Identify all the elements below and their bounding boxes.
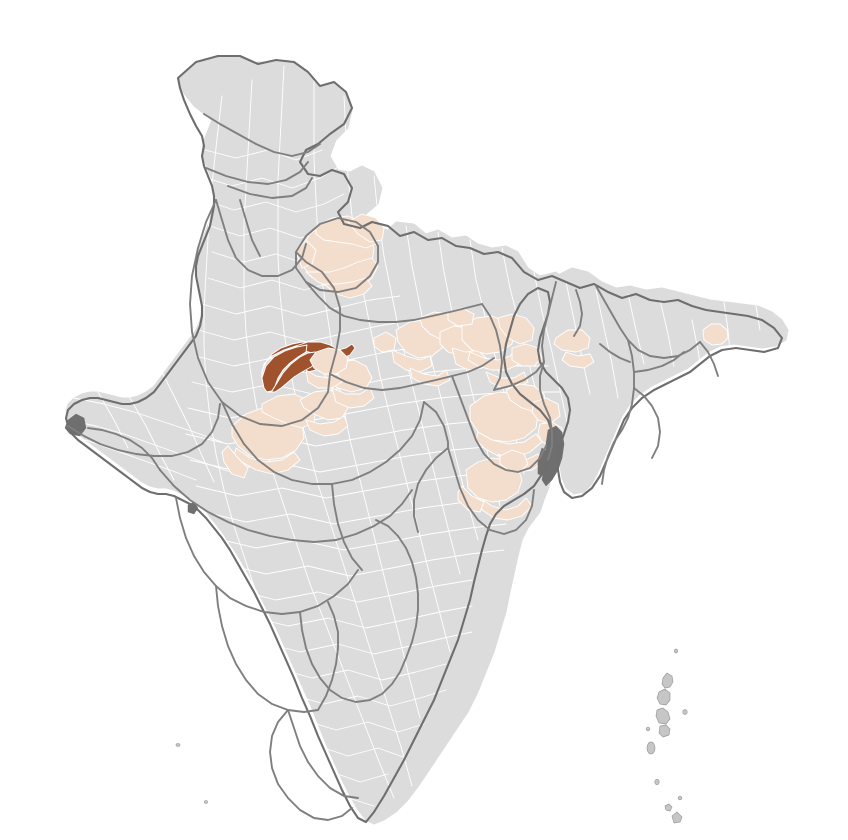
national-outline <box>64 54 784 824</box>
cluster-assam[interactable] <box>702 323 729 346</box>
landmass-base <box>65 55 789 825</box>
andaman-nicobar-islands[interactable] <box>645 648 688 824</box>
lakshadweep-islands[interactable] <box>175 743 208 804</box>
india-mainland-base[interactable] <box>65 61 705 825</box>
peak-adjacent-districts[interactable] <box>305 347 349 389</box>
cluster-north-bengal[interactable] <box>553 329 595 369</box>
state-border-layer <box>64 54 784 824</box>
cluster-east-uttar-pradesh[interactable] <box>373 311 487 387</box>
cluster-north-odisha[interactable] <box>457 449 533 521</box>
map-layer-districts[interactable] <box>64 55 789 825</box>
cluster-bihar[interactable] <box>447 307 543 389</box>
sundarbans-dark-patch[interactable] <box>537 425 565 487</box>
